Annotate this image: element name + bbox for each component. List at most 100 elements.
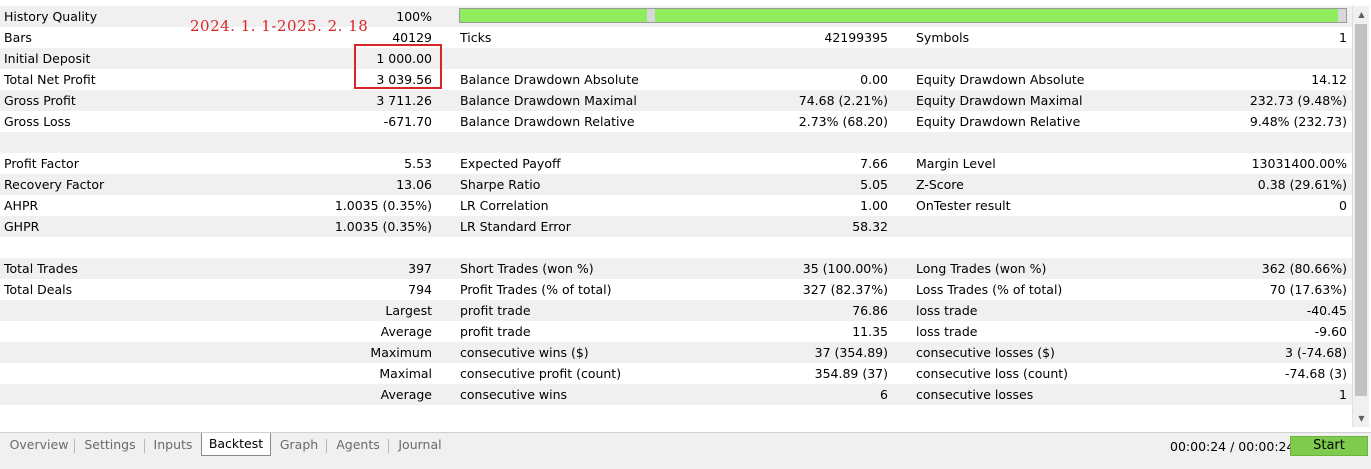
row-sublabel: Maximum bbox=[370, 345, 432, 360]
tab-settings[interactable]: Settings bbox=[84, 437, 136, 452]
table-row: Maximum consecutive wins ($) 37 (354.89) co… bbox=[0, 342, 1352, 363]
table-row bbox=[0, 237, 1352, 258]
metric-value: 76.86 bbox=[852, 303, 888, 318]
metric-value: 70 (17.63%) bbox=[1269, 282, 1347, 297]
table-row: Total Deals 794 Profit Trades (% of total)… bbox=[0, 279, 1352, 300]
tab-journal[interactable]: Journal bbox=[398, 437, 442, 452]
metric-value: 5.05 bbox=[860, 177, 888, 192]
backtest-report: History Quality 100% Bars 40129 Ticks 42199… bbox=[0, 6, 1352, 426]
history-quality-value: 100% bbox=[396, 9, 432, 24]
history-quality-bar-fill-right bbox=[655, 9, 1338, 22]
metric-value: 354.89 (37) bbox=[814, 366, 888, 381]
history-quality-bar bbox=[459, 8, 1347, 23]
metric-value: 58.32 bbox=[852, 219, 888, 234]
metric-label: LR Standard Error bbox=[460, 219, 571, 234]
metric-label: GHPR bbox=[4, 219, 40, 234]
metric-label: consecutive losses bbox=[916, 387, 1034, 402]
metric-value: -9.60 bbox=[1314, 324, 1347, 339]
metric-value: 1 bbox=[1339, 387, 1347, 402]
metric-value: 9.48% (232.73) bbox=[1249, 114, 1347, 129]
metric-label: Ticks bbox=[460, 30, 492, 45]
history-quality-bar-fill-left bbox=[460, 9, 647, 22]
metric-label: OnTester result bbox=[916, 198, 1011, 213]
metric-label: Recovery Factor bbox=[4, 177, 105, 192]
tab-backtest[interactable]: Backtest bbox=[201, 433, 271, 456]
metric-value: 327 (82.37%) bbox=[802, 282, 888, 297]
metric-value: 3 711.26 bbox=[376, 93, 432, 108]
start-button[interactable]: Start bbox=[1290, 436, 1368, 456]
row-history-quality: History Quality 100% bbox=[0, 6, 1352, 27]
metric-label: Total Net Profit bbox=[4, 72, 96, 87]
tab-divider bbox=[74, 439, 75, 453]
table-row: Initial Deposit 1 000.00 bbox=[0, 48, 1352, 69]
metric-label: Margin Level bbox=[916, 156, 996, 171]
row-sublabel: Maximal bbox=[379, 366, 432, 381]
metric-label: Profit Factor bbox=[4, 156, 79, 171]
elapsed-timer: 00:00:24 / 00:00:24 bbox=[1170, 439, 1295, 454]
metric-label: profit trade bbox=[460, 303, 531, 318]
highlight-box bbox=[354, 44, 442, 89]
metric-value: 74.68 (2.21%) bbox=[798, 93, 888, 108]
metric-value: 0.38 (29.61%) bbox=[1257, 177, 1347, 192]
tab-divider bbox=[144, 439, 145, 453]
metric-label: loss trade bbox=[916, 324, 978, 339]
metric-label: Balance Drawdown Maximal bbox=[460, 93, 637, 108]
tab-divider bbox=[326, 439, 327, 453]
metric-value: 1.00 bbox=[860, 198, 888, 213]
metric-label: AHPR bbox=[4, 198, 39, 213]
metric-label: profit trade bbox=[460, 324, 531, 339]
metric-label: Sharpe Ratio bbox=[460, 177, 541, 192]
metric-label: Symbols bbox=[916, 30, 970, 45]
metric-label: Equity Drawdown Absolute bbox=[916, 72, 1085, 87]
table-row: Total Trades 397 Short Trades (won %) 35 (1… bbox=[0, 258, 1352, 279]
tab-inputs[interactable]: Inputs bbox=[153, 437, 193, 452]
metric-value: 5.53 bbox=[404, 156, 432, 171]
metric-value: 14.12 bbox=[1311, 72, 1347, 87]
metric-value: 397 bbox=[408, 261, 432, 276]
metric-label: consecutive profit (count) bbox=[460, 366, 622, 381]
metric-label: Total Trades bbox=[4, 261, 78, 276]
scroll-up-arrow-icon[interactable]: ▲ bbox=[1358, 10, 1365, 19]
table-row: Maximal consecutive profit (count) 354.89 … bbox=[0, 363, 1352, 384]
metric-value: -74.68 (3) bbox=[1285, 366, 1347, 381]
metric-value: 1.0035 (0.35%) bbox=[334, 219, 432, 234]
metric-value: 13031400.00% bbox=[1251, 156, 1347, 171]
vertical-scrollbar[interactable]: ▲ ▼ bbox=[1352, 6, 1369, 427]
metric-value: 42199395 bbox=[824, 30, 888, 45]
table-row: Average profit trade 11.35 loss trade -9.60 bbox=[0, 321, 1352, 342]
table-row: Profit Factor 5.53 Expected Payoff 7.66 Marg… bbox=[0, 153, 1352, 174]
tab-divider bbox=[388, 439, 389, 453]
table-row: Recovery Factor 13.06 Sharpe Ratio 5.05 Z-Sc… bbox=[0, 174, 1352, 195]
table-row: Total Net Profit 3 039.56 Balance Drawdown… bbox=[0, 69, 1352, 90]
metric-value: 3 039.56 bbox=[376, 72, 432, 87]
tab-agents[interactable]: Agents bbox=[336, 437, 380, 452]
metric-label: Expected Payoff bbox=[460, 156, 561, 171]
bottom-toolbar: Overview Settings Inputs Backtest Graph Agent… bbox=[0, 432, 1371, 469]
metric-label: consecutive loss (count) bbox=[916, 366, 1069, 381]
table-row: Gross Profit 3 711.26 Balance Drawdown Max… bbox=[0, 90, 1352, 111]
metric-label: loss trade bbox=[916, 303, 978, 318]
metric-value: 2.73% (68.20) bbox=[798, 114, 888, 129]
metric-label: Z-Score bbox=[916, 177, 964, 192]
metric-value: 35 (100.00%) bbox=[802, 261, 888, 276]
metric-label: Balance Drawdown Relative bbox=[460, 114, 635, 129]
metric-value: 7.66 bbox=[860, 156, 888, 171]
scroll-down-arrow-icon[interactable]: ▼ bbox=[1358, 414, 1365, 423]
metric-value: 362 (80.66%) bbox=[1261, 261, 1347, 276]
table-row: Average consecutive wins 6 consecutive loss… bbox=[0, 384, 1352, 405]
tab-graph[interactable]: Graph bbox=[279, 437, 319, 452]
metric-value: -40.45 bbox=[1306, 303, 1347, 318]
row-sublabel: Average bbox=[380, 387, 432, 402]
metric-value: 1.0035 (0.35%) bbox=[334, 198, 432, 213]
metric-label: Profit Trades (% of total) bbox=[460, 282, 612, 297]
metric-value: 11.35 bbox=[852, 324, 888, 339]
table-row: AHPR 1.0035 (0.35%) LR Correlation 1.00 OnTe… bbox=[0, 195, 1352, 216]
metric-label: Equity Drawdown Maximal bbox=[916, 93, 1083, 108]
metric-label: Short Trades (won %) bbox=[460, 261, 594, 276]
date-range-annotation: 2024. 1. 1-2025. 2. 18 bbox=[190, 17, 369, 35]
metric-label: Gross Loss bbox=[4, 114, 71, 129]
metric-value: 1 bbox=[1339, 30, 1347, 45]
tab-overview[interactable]: Overview bbox=[9, 437, 69, 452]
metric-label: Initial Deposit bbox=[4, 51, 91, 66]
scroll-thumb[interactable] bbox=[1355, 24, 1367, 396]
